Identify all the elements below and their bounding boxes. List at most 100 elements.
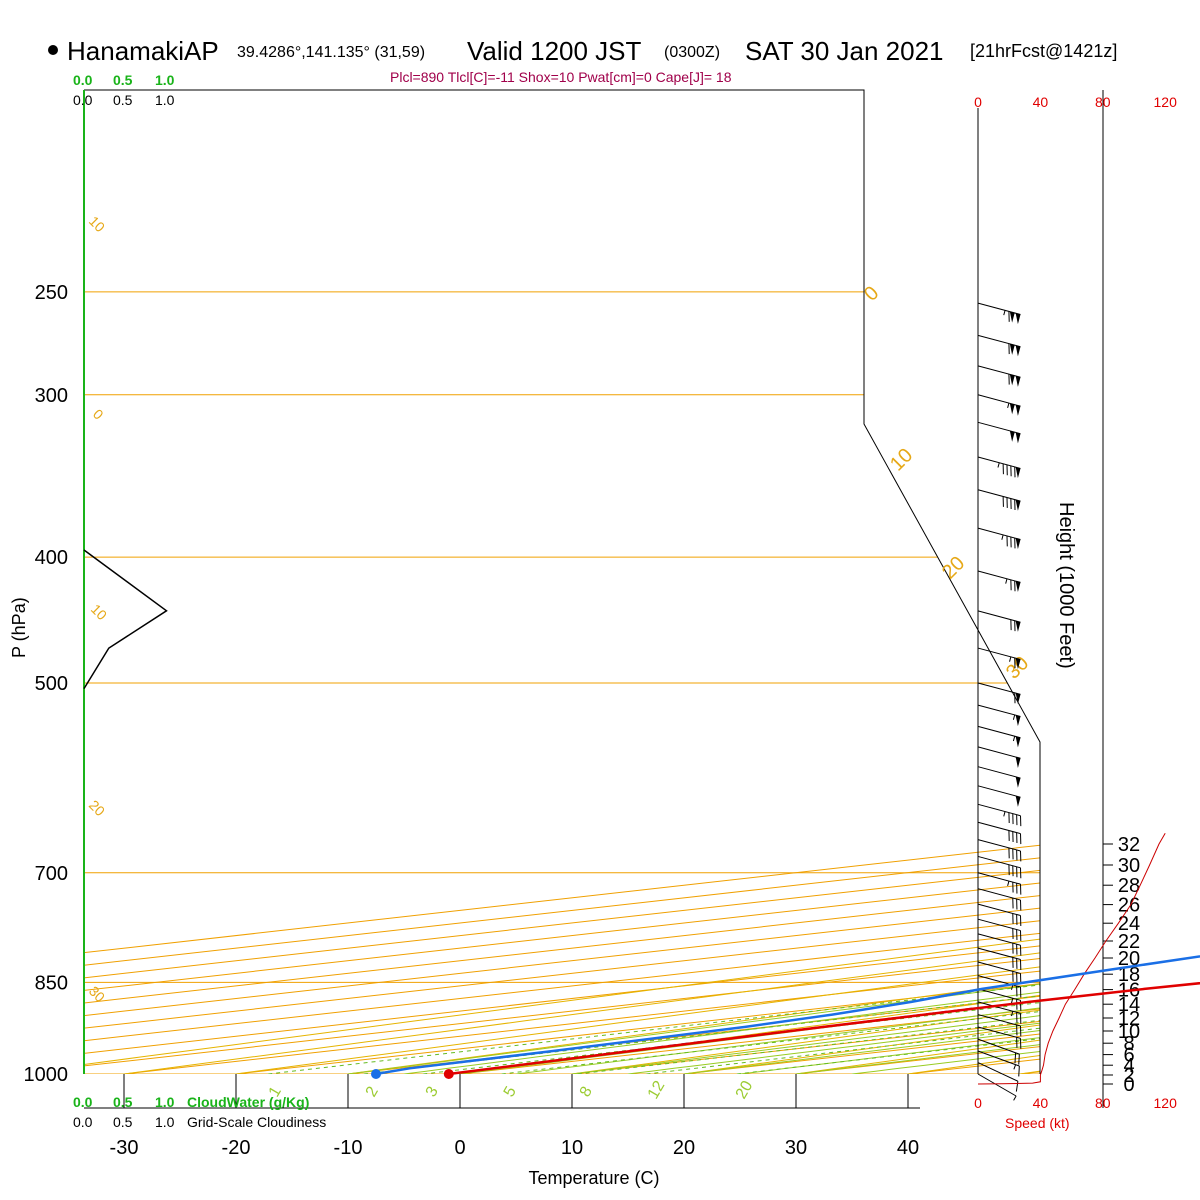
wind-barb (977, 456, 1021, 479)
station-dot-icon (48, 45, 58, 55)
wind-barb (977, 855, 1022, 879)
speed-tick-label: 40 (1033, 94, 1049, 110)
wind-barb (977, 1001, 1022, 1024)
wind-barb (977, 647, 1021, 670)
wind-barb (977, 1062, 1019, 1092)
fraction-label: 0.5 (113, 92, 133, 108)
height-tick-label: 28 (1118, 875, 1140, 897)
valid-date: SAT 30 Jan 2021 (745, 36, 944, 66)
height-tick-label: 10 (1118, 1021, 1140, 1043)
pressure-axis-title: P (hPa) (9, 597, 29, 658)
dry-adiabat-line (598, 291, 1040, 1074)
wind-barb (977, 1014, 1022, 1037)
cloudiness-line (83, 549, 168, 689)
wind-barb (977, 334, 1021, 357)
dry-adiabat-line (84, 291, 1040, 1074)
mixing-ratio-label: 2 (363, 1084, 382, 1100)
dewpoint-line (375, 955, 1200, 1076)
isotherm-line (84, 291, 1040, 1074)
fraction-label: 0.5 (113, 1094, 133, 1110)
wind-barb (977, 302, 1021, 325)
pressure-tick-label: 250 (35, 282, 68, 304)
wind-barb (977, 489, 1021, 511)
height-tick-label: 12 (1118, 1008, 1140, 1030)
wind-barb (977, 766, 1021, 788)
pressure-tick-label: 500 (35, 673, 68, 695)
height-tick-label: 22 (1118, 931, 1140, 953)
isotherm-label: 0 (860, 282, 883, 305)
wind-barb (977, 839, 1022, 862)
wind-barb (977, 610, 1021, 632)
isotherm-line (84, 291, 1040, 1074)
wind-barb (977, 872, 1022, 895)
mixing-ratio-label: 12 (645, 1078, 669, 1102)
wind-barb (977, 888, 1022, 911)
wind-barb (977, 746, 1021, 768)
isotherm-line (84, 291, 1040, 1074)
station-coords: 39.4286°,141.135° (31,59) (237, 44, 425, 61)
mixing-ratio-label: 20 (733, 1078, 757, 1102)
temperature-tick-label: -20 (222, 1137, 251, 1159)
fraction-label: 0.5 (113, 1114, 133, 1130)
fraction-label: 0.0 (73, 92, 93, 108)
moist-adiabat-line (403, 291, 1040, 1074)
height-tick-label: 14 (1118, 994, 1140, 1016)
dry-adiabat-line (485, 291, 1040, 1074)
height-tick-label: 26 (1118, 895, 1140, 917)
isotherm-label: 10 (88, 601, 110, 623)
pressure-tick-label: 400 (35, 547, 68, 569)
dry-adiabat-line (1167, 292, 1200, 1102)
pressure-tick-label: 300 (35, 385, 68, 407)
forecast-info: [21hrFcst@1421z] (970, 41, 1117, 61)
isotherm-line (84, 291, 1040, 1074)
isotherm-label: 0 (90, 406, 107, 423)
pressure-tick-label: 850 (35, 972, 68, 994)
wind-barb (977, 570, 1021, 593)
wind-barb (977, 704, 1021, 727)
temperature-tick-label: 30 (785, 1137, 807, 1159)
dry-adiabat-line (144, 291, 1040, 1074)
pressure-tick-label: 1000 (24, 1064, 69, 1086)
cloudwater-label: CloudWater (g/Kg) (187, 1094, 309, 1110)
surface-temperature-marker (443, 1069, 454, 1079)
mixing-ratio-line (501, 556, 1040, 1074)
mixing-ratio-labels: 1 2 3 5 8 12 20 (266, 1078, 757, 1102)
height-tick-label: 20 (1118, 948, 1140, 970)
temperature-axis-title: Temperature (C) (528, 1168, 659, 1188)
temperature-tick-label: 0 (454, 1137, 465, 1159)
cloud-fraction-labels: 0.0 0.5 1.0 0.0 0.5 1.0 0.0 0.5 1.0 Clou… (73, 72, 326, 1130)
temperature-axis: -30 -20 -10 0 10 20 30 40 (84, 1074, 920, 1159)
isotherm-label: 20 (938, 552, 969, 583)
speed-tick-label: 0 (974, 1095, 982, 1111)
speed-profile-line (977, 832, 1166, 1085)
dry-adiabat-line (84, 291, 1040, 1074)
temperature-tick-label: 20 (673, 1137, 695, 1159)
isotherm-line (84, 291, 1040, 1074)
wind-barbs (977, 302, 1022, 1101)
fraction-label: 0.0 (73, 1114, 93, 1130)
isotherm-labels: 10 0 10 20 30 0 10 20 30 (86, 213, 1033, 1005)
wind-barb (977, 527, 1021, 550)
wind-barb (977, 1073, 1017, 1101)
isotherm-line (84, 291, 1040, 1074)
isotherm-line (84, 291, 1040, 1074)
temperature-tick-label: -30 (110, 1137, 139, 1159)
wind-barb (977, 682, 1021, 705)
wind-barb (977, 1050, 1020, 1077)
mixing-ratio-line (577, 556, 1040, 1074)
temperature-tick-label: -10 (334, 1137, 363, 1159)
mixing-ratio-label: 5 (501, 1084, 520, 1100)
dry-adiabat-line (84, 291, 1040, 1074)
fraction-label: 0.5 (113, 72, 133, 88)
height-tick-label: 0 (1123, 1074, 1134, 1096)
dry-adiabat-line (371, 291, 1040, 1074)
speed-tick-label: 80 (1095, 94, 1111, 110)
mixing-ratio-label: 8 (577, 1084, 596, 1100)
isotherm-label: 10 (86, 213, 108, 235)
height-tick-label: 4 (1123, 1055, 1134, 1077)
speed-tick-label: 40 (1033, 1095, 1049, 1111)
isotherm-label: 20 (86, 797, 108, 819)
speed-tick-label: 80 (1095, 1095, 1111, 1111)
